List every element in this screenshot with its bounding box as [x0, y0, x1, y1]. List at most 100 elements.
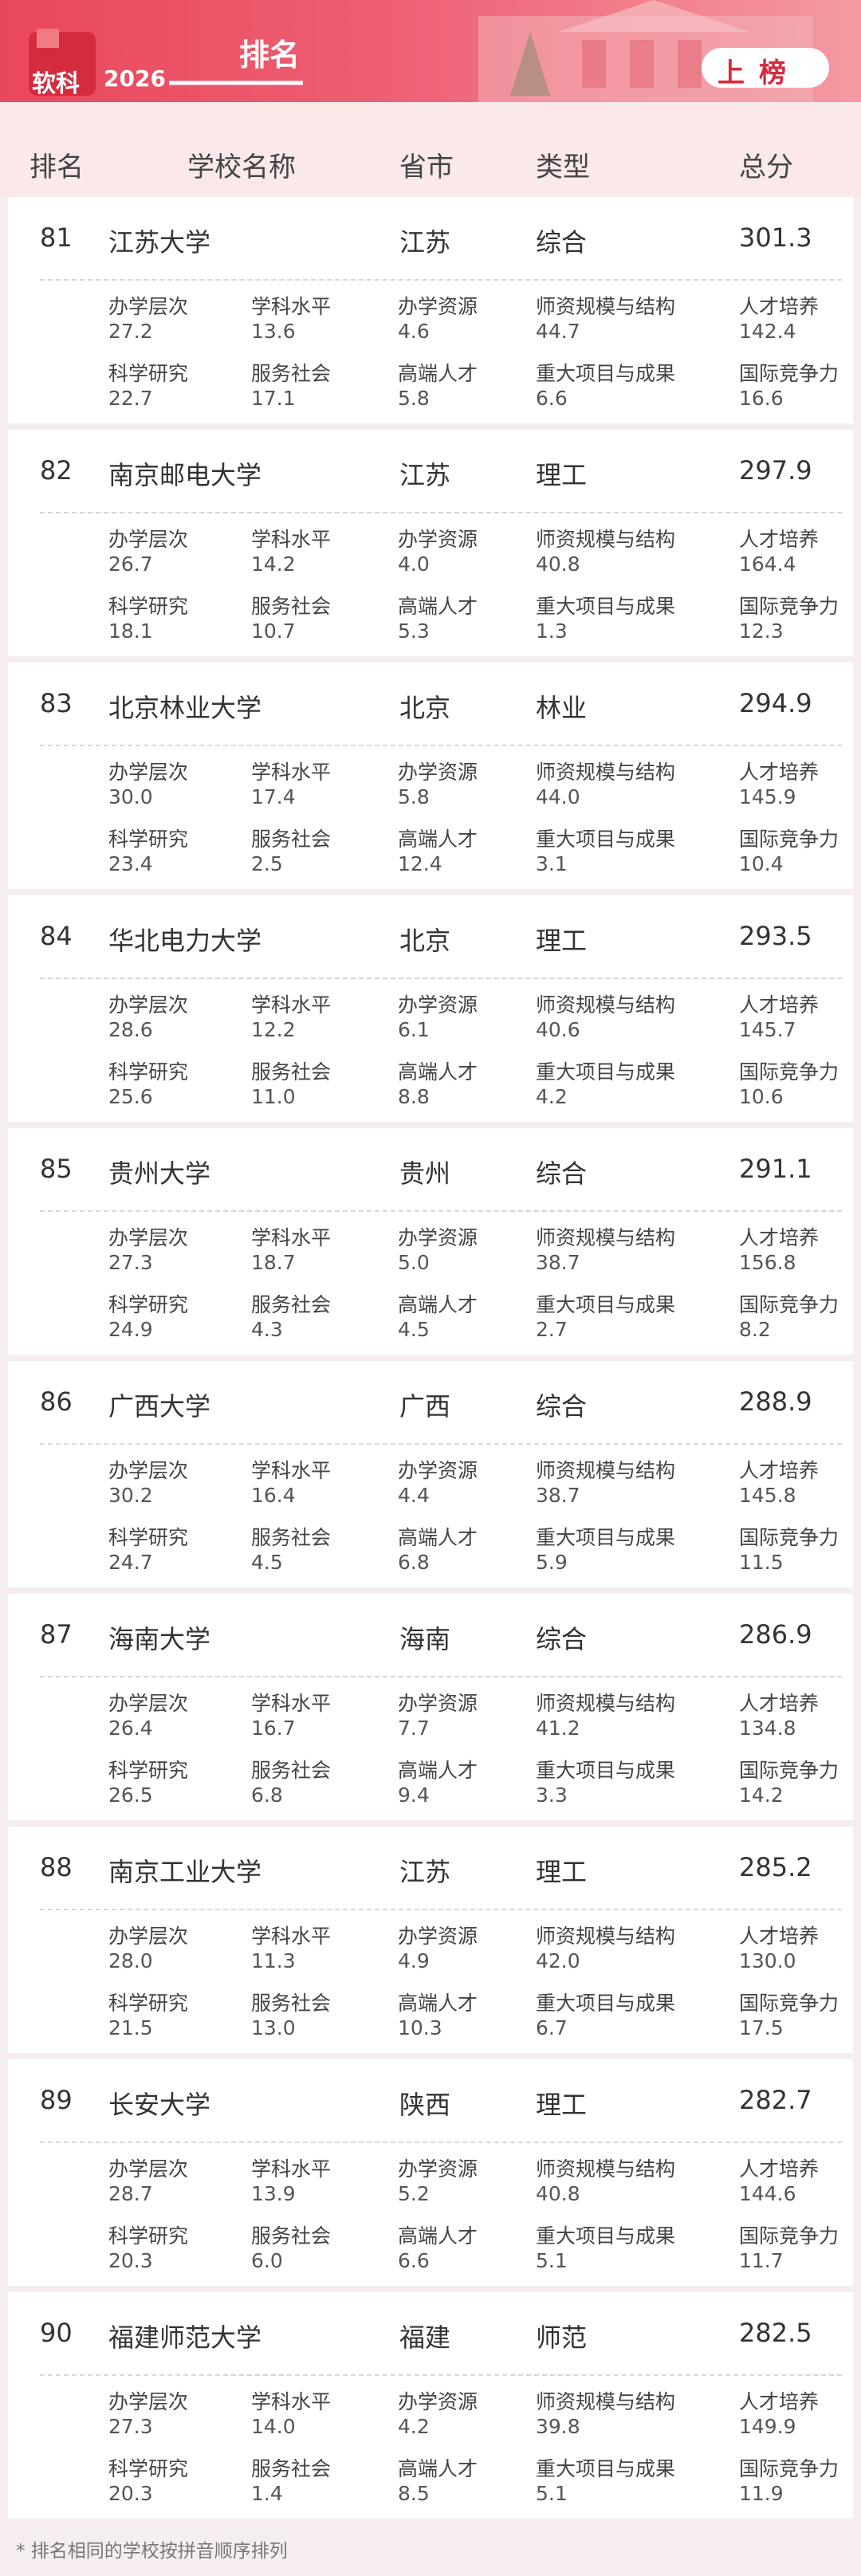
metric-label: 高端人才: [398, 1992, 478, 2015]
metric-value: 30.0: [108, 785, 153, 808]
row-score: 297.9: [739, 455, 812, 486]
column-header: 排名 学校名称 省市 类型 总分: [0, 102, 861, 197]
row-rank: 87: [40, 1619, 73, 1650]
metric-label: 办学资源: [398, 1226, 478, 1249]
divider: [40, 512, 842, 513]
metric-label: 科学研究: [108, 1293, 189, 1316]
metric-value: 5.8: [398, 387, 430, 410]
metric-value: 10.7: [251, 619, 296, 643]
metric-value: 38.7: [536, 1251, 580, 1274]
row-score: 282.5: [739, 2318, 812, 2348]
ranking-card: 87 海南大学 海南 综合 286.9 办学层次 26.4 学科水平 16.7 办学资源 7.7 师资…: [8, 1594, 853, 1820]
metric-label: 学科水平: [251, 2157, 332, 2181]
row-type: 理工: [536, 926, 588, 956]
metric-value: 2.7: [536, 1318, 568, 1341]
metric-label: 办学资源: [398, 1925, 478, 1948]
metric-label: 人才培养: [739, 1692, 820, 1715]
metric-label: 服务社会: [251, 1526, 332, 1549]
metric-label: 学科水平: [251, 993, 332, 1017]
metric-label: 师资规模与结构: [536, 1692, 676, 1715]
metric-label: 服务社会: [251, 362, 332, 385]
metric-label: 办学层次: [108, 528, 189, 551]
metric-label: 重大项目与成果: [536, 2457, 676, 2480]
metric-value: 30.2: [108, 1484, 153, 1507]
metric-label: 学科水平: [251, 295, 332, 318]
metric-value: 6.0: [251, 2249, 283, 2272]
row-type: 综合: [536, 227, 588, 258]
ranking-card: 81 江苏大学 江苏 综合 301.3 办学层次 27.2 学科水平 13.6 办学资源 4.6 师资…: [8, 197, 853, 423]
metric-value: 26.4: [108, 1717, 153, 1740]
metric-value: 24.9: [108, 1318, 153, 1341]
row-rank: 85: [40, 1154, 73, 1184]
metric-label: 办学层次: [108, 761, 189, 784]
metric-value: 12.2: [251, 1018, 296, 1041]
metric-value: 17.5: [739, 2016, 784, 2039]
metric-label: 服务社会: [251, 1759, 332, 1782]
row-name: 贵州大学: [108, 1158, 211, 1189]
metric-label: 重大项目与成果: [536, 362, 676, 385]
metric-label: 办学资源: [398, 761, 478, 784]
metric-value: 8.2: [739, 1318, 771, 1341]
metric-label: 师资规模与结构: [536, 2390, 676, 2413]
metric-value: 42.0: [536, 1949, 580, 1972]
metric-value: 16.7: [251, 1717, 296, 1740]
divider: [40, 1210, 842, 1212]
metric-label: 国际竞争力: [739, 1526, 839, 1549]
metric-value: 4.0: [398, 553, 430, 576]
metric-label: 人才培养: [739, 761, 820, 784]
metric-value: 6.6: [536, 387, 568, 410]
metric-value: 130.0: [739, 1949, 796, 1972]
metric-value: 41.2: [536, 1717, 580, 1740]
banner-decoration: [29, 0, 829, 102]
metric-value: 156.8: [739, 1251, 796, 1274]
metric-label: 学科水平: [251, 1459, 332, 1482]
row-province: 江苏: [399, 227, 451, 258]
row-province: 北京: [399, 693, 451, 723]
metric-value: 40.8: [536, 2182, 580, 2205]
metric-value: 25.6: [108, 1085, 153, 1108]
row-province: 北京: [399, 926, 451, 956]
row-score: 288.9: [739, 1386, 812, 1417]
metric-label: 科学研究: [108, 828, 189, 851]
metric-label: 师资规模与结构: [536, 761, 676, 784]
metric-value: 1.3: [536, 619, 568, 643]
metric-value: 4.9: [398, 1949, 430, 1972]
column-label: 学校名称: [187, 151, 296, 183]
metric-value: 14.0: [251, 2415, 296, 2438]
metric-label: 人才培养: [739, 2157, 820, 2181]
row-score: 294.9: [739, 688, 812, 718]
column-label: 总分: [739, 151, 793, 183]
ranking-card: 83 北京林业大学 北京 林业 294.9 办学层次 30.0 学科水平 17.4 办学资源 5.8…: [8, 663, 853, 889]
ranking-card: 82 南京邮电大学 江苏 理工 297.9 办学层次 26.7 学科水平 14.2 办学资源 4.0…: [8, 430, 853, 656]
metric-label: 办学层次: [108, 2390, 189, 2413]
metric-value: 145.9: [739, 785, 796, 808]
column-label: 排名: [29, 151, 84, 183]
metric-value: 12.4: [398, 852, 442, 875]
metric-label: 重大项目与成果: [536, 1759, 676, 1782]
metric-label: 科学研究: [108, 1992, 189, 2015]
metric-label: 人才培养: [739, 1925, 820, 1948]
metric-value: 13.6: [251, 320, 296, 343]
row-type: 综合: [536, 1158, 588, 1189]
metric-value: 20.3: [108, 2482, 153, 2505]
row-type: 综合: [536, 1391, 588, 1422]
metric-label: 科学研究: [108, 1060, 189, 1083]
metric-label: 学科水平: [251, 528, 332, 551]
metric-label: 国际竞争力: [739, 1992, 839, 2015]
metric-value: 6.8: [251, 1784, 283, 1807]
metric-label: 学科水平: [251, 2390, 332, 2413]
row-province: 江苏: [399, 1857, 451, 1887]
metric-value: 144.6: [739, 2182, 796, 2205]
metric-label: 人才培养: [739, 993, 820, 1017]
metric-value: 13.9: [251, 2182, 296, 2205]
metric-value: 18.7: [251, 1251, 296, 1274]
metric-label: 重大项目与成果: [536, 1293, 676, 1316]
metric-value: 4.2: [536, 1085, 568, 1108]
metric-value: 10.6: [739, 1085, 784, 1108]
metric-label: 重大项目与成果: [536, 1992, 676, 2015]
row-rank: 88: [40, 1852, 73, 1882]
metric-value: 20.3: [108, 2249, 153, 2272]
metric-label: 学科水平: [251, 1925, 332, 1948]
metric-value: 145.8: [739, 1484, 796, 1507]
row-score: 286.9: [739, 1619, 812, 1650]
